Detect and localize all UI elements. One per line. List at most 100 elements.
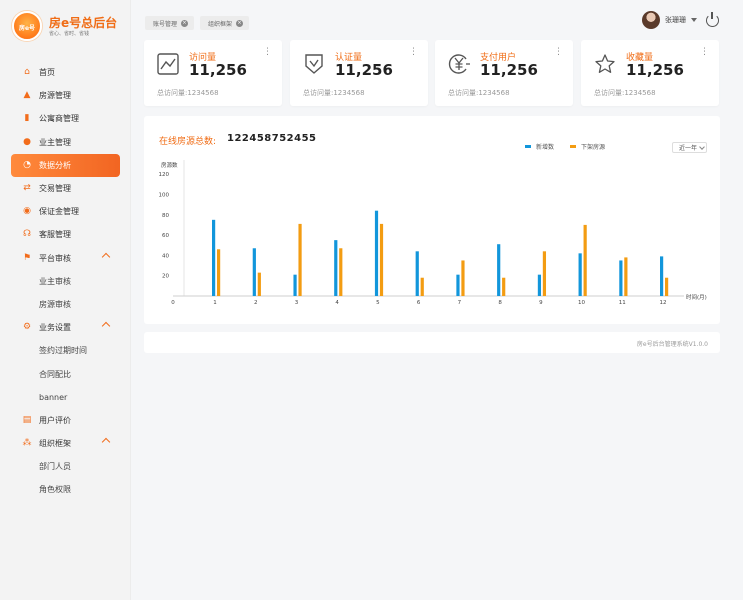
sidebar-item-banner[interactable]: banner xyxy=(0,386,131,409)
chevron-up-icon[interactable] xyxy=(101,252,111,261)
listings-chart-panel: 在线房源总数: 122458752455 新增数 下架房源 近一年 房源数 20 4… xyxy=(144,116,720,324)
legend-swatch xyxy=(570,145,577,148)
sidebar-item-home[interactable]: ⌂ 首页 xyxy=(0,61,131,84)
sidebar-item-contract-expiry[interactable]: 签约过期时间 xyxy=(0,339,131,362)
y-tick-label: 80 xyxy=(162,213,169,219)
bar-removed xyxy=(624,257,628,296)
stat-value: 11,256 xyxy=(626,61,684,79)
sidebar-item-listing-review[interactable]: 房源审核 xyxy=(0,293,131,316)
bar-new xyxy=(374,210,379,296)
stat-footer: 总访问量:1234568 xyxy=(303,89,365,97)
bar-new xyxy=(537,274,542,296)
bar-new xyxy=(252,248,256,296)
x-tick-label: 12 xyxy=(660,300,667,306)
open-tabs: 账号管理 × 组织框架 × xyxy=(145,16,250,30)
total-listings-value: 122458752455 xyxy=(227,133,317,144)
sidebar-item-label: 用户评价 xyxy=(39,415,71,425)
power-icon[interactable] xyxy=(706,12,719,27)
x-tick-label: 9 xyxy=(539,300,543,306)
more-icon[interactable]: ⋮ xyxy=(554,47,563,57)
comment-icon: ▤ xyxy=(22,414,32,425)
shield-check-icon xyxy=(305,54,323,74)
sidebar-item-label: 部门人员 xyxy=(39,462,71,472)
bar-removed xyxy=(461,260,465,296)
stat-footer: 总访问量:1234568 xyxy=(157,89,219,97)
y-tick-label: 20 xyxy=(162,274,169,280)
y-tick-label: 100 xyxy=(159,192,170,198)
stat-title: 访问量 xyxy=(189,53,217,63)
sidebar-item-label: 组织框架 xyxy=(39,439,71,449)
sidebar-item-label: 数据分析 xyxy=(39,160,71,170)
sidebar-item-label: 业主审核 xyxy=(39,276,71,286)
bar-removed xyxy=(542,251,547,296)
x-tick-label: 10 xyxy=(578,300,585,306)
close-icon[interactable]: × xyxy=(236,19,244,27)
sidebar-item-label: 房源审核 xyxy=(39,299,71,309)
sidebar-item-contract-ratio[interactable]: 合同配比 xyxy=(0,362,131,385)
chevron-up-icon[interactable] xyxy=(101,437,111,447)
bar-removed xyxy=(257,272,261,296)
yuan-icon xyxy=(448,54,470,74)
tab-label: 账号管理 xyxy=(153,20,178,28)
building-icon: ▮ xyxy=(24,113,30,124)
stat-card-favorites: 收藏量 11,256 总访问量:1234568 ⋮ xyxy=(581,40,719,106)
sidebar-item-label: 客服管理 xyxy=(39,230,71,240)
sidebar-item-label: 公寓商管理 xyxy=(39,114,79,124)
tab-organization[interactable]: 组织框架 × xyxy=(200,16,250,30)
tab-label: 组织框架 xyxy=(208,20,233,28)
sidebar-item-label: banner xyxy=(39,392,68,402)
sidebar-item-customer-service[interactable]: ☊ 客服管理 xyxy=(0,223,131,246)
sidebar-item-label: 角色权限 xyxy=(39,485,71,495)
sidebar-item-department-staff[interactable]: 部门人员 xyxy=(0,455,131,478)
bar-new xyxy=(415,251,419,296)
x-tick-label: 4 xyxy=(335,300,339,306)
sidebar-item-owner-review[interactable]: 业主审核 xyxy=(0,270,131,293)
headset-icon: ☊ xyxy=(23,229,31,240)
time-range-select[interactable]: 近一年 xyxy=(672,142,707,153)
brand[interactable]: 房e号 房e号总后台 省心、省时、省钱 xyxy=(12,11,127,43)
legend-swatch xyxy=(525,145,531,148)
bar-new xyxy=(619,260,623,296)
sidebar-item-label: 业务设置 xyxy=(39,323,71,333)
bar-new xyxy=(334,240,338,296)
sidebar-item-business-settings[interactable]: ⚙ 业务设置 xyxy=(0,316,131,339)
close-icon[interactable]: × xyxy=(181,19,189,27)
sidebar-item-analytics[interactable]: ◔ 数据分析 xyxy=(11,153,120,177)
bar-new xyxy=(497,244,501,296)
stat-footer: 总访问量:1234568 xyxy=(594,89,656,97)
sidebar-item-deposit[interactable]: ◉ 保证金管理 xyxy=(0,200,131,223)
sidebar-item-transactions[interactable]: ⇄ 交易管理 xyxy=(0,177,131,200)
x-tick-label: 7 xyxy=(458,300,462,306)
sidebar-menu: ⌂ 首页 ▲ 房源管理 ▮ 公寓商管理 ● 业主管理 ◔ 数据分析 ⇄ 交易管理 ◉ 保证金管… xyxy=(0,61,131,502)
sidebar-item-listings[interactable]: ▲ 房源管理 xyxy=(0,84,131,107)
exchange-icon: ⇄ xyxy=(23,183,31,194)
more-icon[interactable]: ⋮ xyxy=(409,47,418,57)
star-icon xyxy=(595,54,615,73)
brand-title: 房e号总后台 xyxy=(49,16,118,30)
logo-text: 房e号 xyxy=(18,25,36,32)
sidebar-item-label: 房源管理 xyxy=(39,91,71,101)
x-axis-label: 时间(月) xyxy=(686,293,707,301)
more-icon[interactable]: ⋮ xyxy=(263,47,272,57)
sidebar-item-apartments[interactable]: ▮ 公寓商管理 xyxy=(0,107,131,130)
user-menu[interactable]: 张珊珊 xyxy=(642,11,697,29)
sidebar-item-role-permissions[interactable]: 角色权限 xyxy=(0,478,131,501)
legend-item-new[interactable]: 新增数 xyxy=(525,142,554,151)
sidebar-item-organization[interactable]: ⁂ 组织框架 xyxy=(0,432,131,455)
tab-account-management[interactable]: 账号管理 × xyxy=(145,16,195,30)
more-icon[interactable]: ⋮ xyxy=(700,47,709,57)
chart-legend: 新增数 下架房源 xyxy=(525,142,605,151)
y-tick-label: 60 xyxy=(162,233,169,239)
sidebar-item-reviews[interactable]: ▤ 用户评价 xyxy=(0,409,131,432)
y-tick-label: 120 xyxy=(159,172,170,178)
gear-icon: ⚙ xyxy=(22,322,32,333)
logo-icon: 房e号 xyxy=(12,11,42,41)
chevron-up-icon[interactable] xyxy=(101,321,111,331)
stat-card-visits: 访问量 11,256 总访问量:1234568 ⋮ xyxy=(144,40,282,106)
sidebar-item-owners[interactable]: ● 业主管理 xyxy=(0,131,131,154)
sidebar-item-label: 交易管理 xyxy=(39,184,71,194)
sidebar-item-platform-review[interactable]: ⚑ 平台审核 xyxy=(0,247,131,270)
x-tick-label: 11 xyxy=(619,300,626,306)
x-tick-label: 3 xyxy=(295,300,299,306)
legend-item-removed[interactable]: 下架房源 xyxy=(570,142,605,151)
